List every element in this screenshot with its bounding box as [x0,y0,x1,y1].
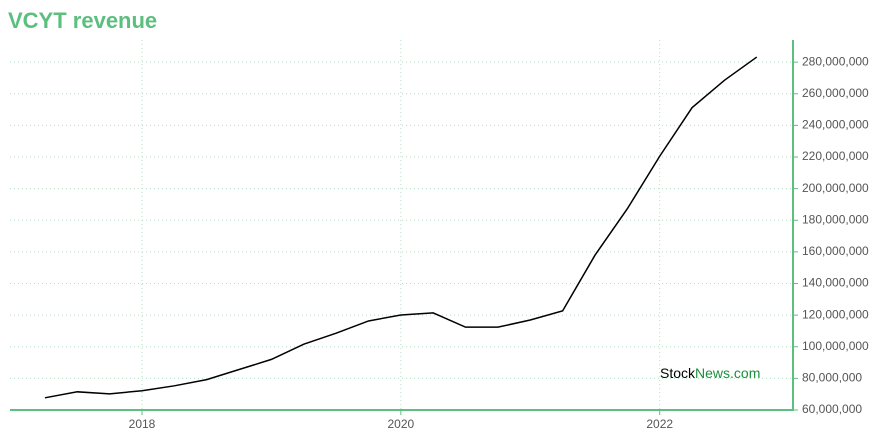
y-tick-label: 140,000,000 [802,276,869,290]
y-tick-label: 60,000,000 [802,402,862,416]
y-tick-label: 180,000,000 [802,212,869,226]
y-tick-label: 220,000,000 [802,149,869,163]
watermark-part: Stock [660,365,696,381]
x-tick-label: 2022 [646,417,673,431]
line [44,56,758,399]
y-tick-label: 200,000,000 [802,181,869,195]
chart-title: VCYT revenue [8,8,157,33]
y-tick-label: 260,000,000 [802,86,869,100]
y-tick-label: 120,000,000 [802,307,869,321]
y-tick-label: 240,000,000 [802,118,869,132]
x-tick-label: 2018 [129,417,156,431]
watermark-part: News.com [695,365,760,381]
x-tick-label: 2020 [388,417,415,431]
y-tick-label: 280,000,000 [802,54,869,68]
y-tick-label: 80,000,000 [802,371,862,385]
watermark: StockNews.com [660,365,760,381]
y-tick-label: 160,000,000 [802,244,869,258]
y-tick-label: 100,000,000 [802,339,869,353]
